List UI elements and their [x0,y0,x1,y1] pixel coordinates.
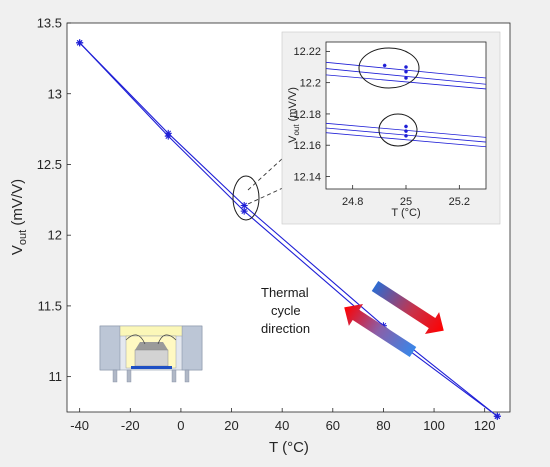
main-axis-ticks: -40 -20 0 20 40 60 80 100 120 11 11.5 12 12.5 13 13.5 [37,16,496,433]
inset-y-tick-label: 12.14 [293,171,321,183]
main-x-tick-label: 100 [423,418,445,433]
highlight-ellipse-inset-upper [358,47,420,89]
inset-data-point [382,63,387,68]
main-x-tick-label: 20 [224,418,238,433]
inset-axis-ticks: 24.8 25 25.2 12.14 12.16 12.18 12.2 12.22 [293,46,470,208]
inset-x-tick-label: 24.8 [342,196,363,208]
inset-data-point [404,76,408,80]
main-x-tick-label: 120 [474,418,496,433]
x-axis-label: T (°C) [269,439,309,456]
main-data-point [164,132,172,140]
sensor-schematic [99,325,203,383]
main-x-tick-label: -40 [70,418,89,433]
main-x-tick-label: 80 [376,418,390,433]
inset-series-line [325,132,487,148]
inset-y-tick-label: 12.18 [293,109,321,121]
inset-data-point [404,134,408,138]
inset-data-point [404,69,408,74]
main-x-tick-label: 0 [177,418,184,433]
svg-text:Vout (mV/V): Vout (mV/V) [9,179,29,255]
main-y-tick-label: 12 [48,228,62,243]
main-x-tick-label: 40 [275,418,289,433]
inset-data-point [404,129,408,133]
arrow-cooling [344,304,417,358]
main-data-point [76,39,84,47]
main-series-group [76,39,501,420]
inset-data-point [404,124,408,129]
inset-series-line [325,74,487,90]
arrow-heating [371,280,444,334]
highlight-ellipse-inset-lower [378,113,418,147]
inset-x-axis-label: T (°C) [391,207,420,219]
y-axis-label: Vout (mV/V) [9,179,29,255]
inset-data-point [404,65,408,69]
inset-y-tick-label: 12.22 [293,46,321,58]
inset-x-tick-label: 25 [400,196,412,208]
highlight-ellipse-main [232,175,260,221]
inset-y-tick-label: 12.2 [300,78,321,90]
main-data-point [240,207,248,215]
main-data-point [493,412,501,420]
main-y-tick-label: 11.5 [38,298,62,313]
main-y-tick-label: 13.5 [37,16,62,31]
thermal-cycle-label: Thermal cycle direction [261,285,312,336]
inset-y-tick-label: 12.16 [293,140,321,152]
main-y-tick-label: 11 [49,369,63,384]
main-y-tick-label: 13 [48,86,62,101]
main-x-tick-label: 60 [326,418,340,433]
main-y-tick-label: 12.5 [37,157,62,172]
inset-series-group [325,61,487,148]
main-x-tick-label: -20 [121,418,140,433]
inset-x-tick-label: 25.2 [449,196,470,208]
